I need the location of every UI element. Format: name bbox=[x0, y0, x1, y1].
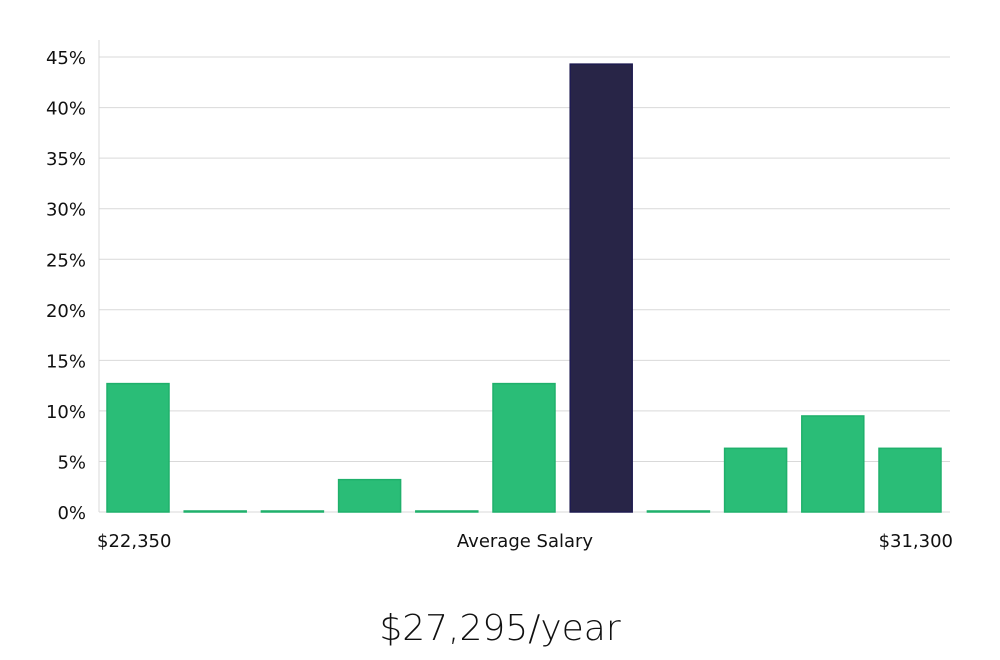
salary-bar bbox=[183, 510, 247, 513]
salary-bar bbox=[106, 382, 170, 513]
salary-distribution-chart: 0% 5% 10% 15% 20% 25% 30% 35% 40% 45% $22,350 Ave… bbox=[46, 40, 953, 552]
salary-bar bbox=[492, 382, 556, 513]
y-tick-label: 40% bbox=[46, 99, 86, 120]
salary-bar bbox=[801, 415, 865, 513]
y-tick-label: 45% bbox=[46, 48, 86, 69]
y-tick-label: 10% bbox=[46, 402, 86, 423]
gridlines bbox=[99, 56, 950, 513]
x-axis-min-label: $22,350 bbox=[97, 531, 171, 552]
y-tick-label: 0% bbox=[57, 503, 86, 524]
salary-bar bbox=[646, 510, 711, 513]
average-salary-bar bbox=[569, 63, 633, 513]
y-tick-label: 25% bbox=[46, 250, 86, 271]
y-axis-ticks: 0% 5% 10% 15% 20% 25% 30% 35% 40% 45% bbox=[46, 48, 86, 524]
salary-bar bbox=[723, 447, 788, 513]
y-tick-label: 20% bbox=[46, 301, 86, 322]
y-tick-label: 35% bbox=[46, 149, 86, 170]
salary-bar bbox=[260, 510, 325, 513]
salary-bar bbox=[337, 478, 402, 513]
salary-bar bbox=[878, 447, 942, 513]
bars bbox=[106, 63, 942, 513]
y-tick-label: 30% bbox=[46, 200, 86, 221]
x-axis-average-label: Average Salary bbox=[457, 531, 594, 552]
x-axis-max-label: $31,300 bbox=[879, 531, 953, 552]
y-tick-label: 5% bbox=[57, 452, 86, 473]
average-salary-value: $27,295/year bbox=[379, 608, 621, 649]
salary-bar bbox=[415, 510, 479, 513]
y-tick-label: 15% bbox=[46, 351, 86, 372]
